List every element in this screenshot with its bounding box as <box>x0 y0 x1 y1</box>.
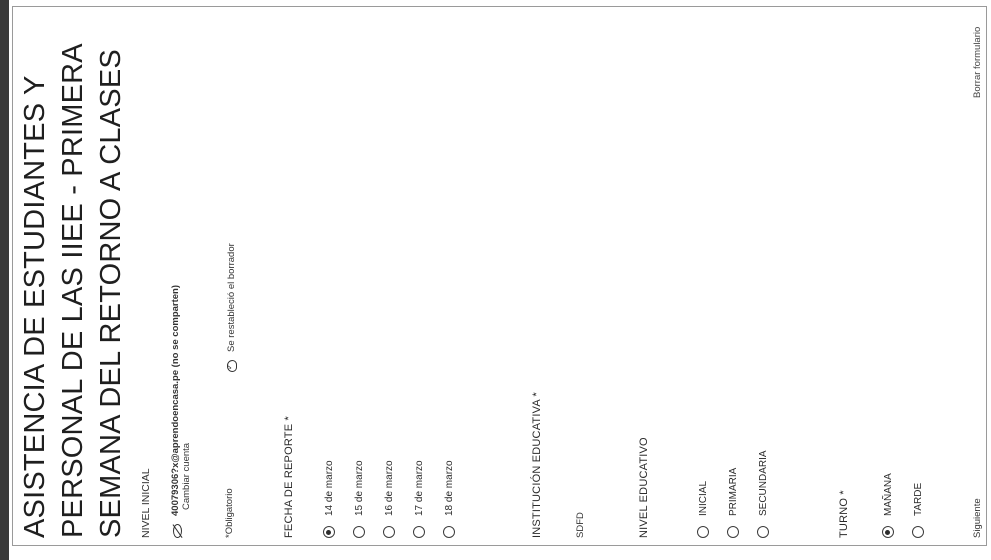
switch-account-link[interactable]: Cambiar cuenta <box>181 442 192 510</box>
question-turno-label: TURNO * <box>838 490 850 538</box>
radio-selected[interactable] <box>882 526 894 538</box>
option-turno-tarde[interactable]: TARDE <box>912 483 924 538</box>
option-label: 14 de marzo <box>323 460 335 516</box>
eye-off-icon <box>173 524 182 538</box>
option-label: 16 de marzo <box>383 460 395 516</box>
radio-unselected[interactable] <box>727 526 739 538</box>
radio-unselected[interactable] <box>443 526 455 538</box>
radio-unselected[interactable] <box>383 526 395 538</box>
account-row: 40079306?x@aprendoencasa.pe (no se compa… <box>170 285 192 538</box>
option-label: TARDE <box>912 482 924 516</box>
radio-unselected[interactable] <box>353 526 365 538</box>
radio-unselected[interactable] <box>757 526 769 538</box>
radio-unselected[interactable] <box>912 526 924 538</box>
option-label: INICIAL <box>697 480 709 516</box>
option-nivel-secundaria[interactable]: SECUNDARIA <box>757 450 769 538</box>
institucion-answer[interactable]: SDFD <box>575 512 586 538</box>
option-fecha-16[interactable]: 16 de marzo <box>383 460 395 538</box>
option-fecha-18[interactable]: 18 de marzo <box>443 460 455 538</box>
radio-unselected[interactable] <box>413 526 425 538</box>
option-label: SECUNDARIA <box>757 450 769 516</box>
option-nivel-primaria[interactable]: PRIMARIA <box>727 468 739 538</box>
option-label: MAÑANA <box>882 473 894 516</box>
option-fecha-17[interactable]: 17 de marzo <box>413 460 425 538</box>
draft-status-text: Se restableció el borrador <box>226 243 237 352</box>
option-fecha-14[interactable]: 14 de marzo <box>323 460 335 538</box>
option-label: 15 de marzo <box>353 460 365 516</box>
form-title-line-2: PERSONAL DE LAS IIEE - PRIMERA <box>57 43 89 538</box>
form-title-line-3: SEMANA DEL RETORNO A CLASES <box>95 49 127 538</box>
option-label: PRIMARIA <box>727 467 739 516</box>
option-label: 17 de marzo <box>413 460 425 516</box>
option-nivel-inicial[interactable]: INICIAL <box>697 481 709 538</box>
option-turno-manana[interactable]: MAÑANA <box>882 473 894 538</box>
draft-status: Se restableció el borrador <box>226 243 237 372</box>
form-title-line-1: ASISTENCIA DE ESTUDIANTES Y <box>19 75 51 538</box>
question-fecha-label: FECHA DE REPORTE * <box>283 416 295 538</box>
radio-unselected[interactable] <box>697 526 709 538</box>
form-card <box>12 6 987 546</box>
clear-form-link[interactable]: Borrar formulario <box>972 26 983 98</box>
next-button[interactable]: Siguiente <box>972 498 983 538</box>
option-label: 18 de marzo <box>443 460 455 516</box>
option-fecha-15[interactable]: 15 de marzo <box>353 460 365 538</box>
form-subtitle: NIVEL INICIAL <box>140 468 152 538</box>
radio-selected[interactable] <box>323 526 335 538</box>
account-email: 40079306?x@aprendoencasa.pe (no se compa… <box>170 284 181 516</box>
question-nivel-label: NIVEL EDUCATIVO <box>638 437 650 538</box>
required-note: *Obligatorio <box>224 488 235 538</box>
scan-edge <box>0 0 9 560</box>
question-institucion-label: INSTITUCIÓN EDUCATIVA * <box>531 392 543 538</box>
form-title: ASISTENCIA DE ESTUDIANTES Y PERSONAL DE … <box>16 43 130 538</box>
cloud-check-icon <box>226 360 237 372</box>
